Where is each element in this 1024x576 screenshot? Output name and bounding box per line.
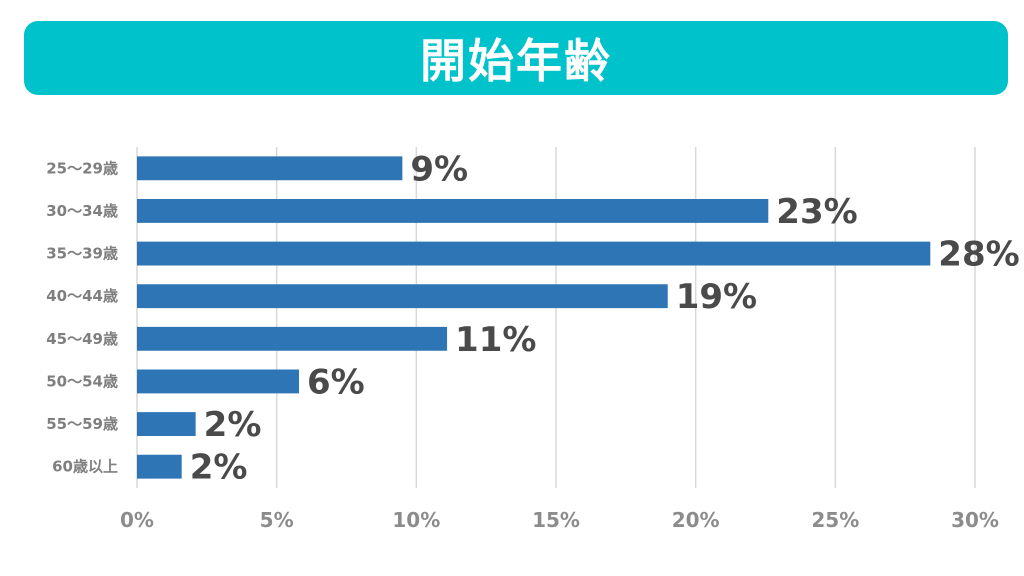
bar — [137, 326, 448, 351]
x-tick-label: 30% — [951, 508, 999, 532]
data-label: 23% — [776, 192, 857, 232]
data-label: 6% — [307, 362, 365, 402]
x-axis-tick-labels: 0% 5% 10% 15% 20% 25% 30% — [120, 508, 999, 532]
bar — [137, 369, 300, 394]
category-labels: 25～29歳 30～34歳 35～39歳 40～44歳 45～49歳 50～54歳 55～5… — [46, 159, 118, 475]
category-label: 30～34歳 — [46, 202, 118, 220]
category-label: 40～44歳 — [46, 287, 118, 305]
data-labels: 9% 23% 28% 19% 11% 6% 2%2% — [190, 149, 1020, 487]
data-label: 11% — [455, 320, 536, 360]
data-label: 2% — [204, 405, 262, 445]
x-tick-label: 15% — [532, 508, 580, 532]
category-label: 25～29歳 — [46, 159, 118, 177]
bars — [137, 156, 931, 479]
x-tick-label: 0% — [120, 508, 154, 532]
bar — [137, 454, 182, 479]
category-label: 45～49歳 — [46, 330, 118, 348]
data-label: 2% — [190, 448, 248, 488]
chart-title: 開始年齢 — [420, 34, 612, 88]
category-label: 35～39歳 — [46, 245, 118, 263]
x-tick-label: 5% — [260, 508, 294, 532]
category-label: 55～59歳 — [46, 415, 118, 433]
data-label: 28% — [938, 235, 1019, 275]
bar — [137, 412, 196, 436]
bar — [137, 156, 403, 181]
title-banner: 開始年齢 — [24, 21, 1008, 95]
bar — [137, 199, 769, 223]
x-tick-label: 20% — [672, 508, 720, 532]
bar — [137, 241, 931, 266]
data-label: 19% — [676, 277, 757, 317]
data-label: 9% — [410, 149, 468, 189]
bar — [137, 284, 668, 309]
x-tick-label: 10% — [392, 508, 440, 532]
category-label: 50～54歳 — [46, 372, 118, 390]
x-tick-label: 25% — [811, 508, 859, 532]
category-label: 60歳以上 — [52, 458, 118, 476]
